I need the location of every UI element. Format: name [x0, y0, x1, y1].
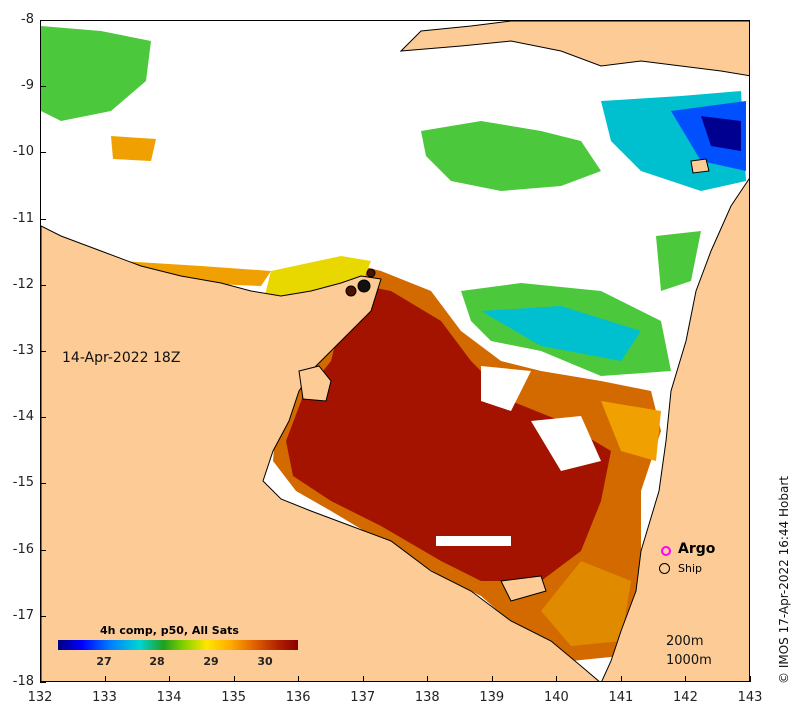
- x-tick-label: 132: [27, 690, 53, 705]
- x-tick-label: 136: [285, 690, 311, 705]
- legend-argo-label: Argo: [678, 541, 716, 557]
- y-tick-mark: [40, 284, 46, 286]
- x-tick-mark: [620, 676, 622, 682]
- x-tick-mark: [685, 676, 687, 682]
- y-tick-mark: [40, 549, 46, 551]
- x-tick-mark: [427, 676, 429, 682]
- x-tick-label: 142: [673, 690, 698, 705]
- ship-markers: [345, 268, 376, 297]
- y-tick-label: -9: [21, 78, 34, 94]
- land: [41, 21, 749, 681]
- x-tick-mark: [169, 676, 171, 682]
- x-tick-label: 138: [414, 690, 440, 705]
- colorbar-title: 4h comp, p50, All Sats: [100, 624, 239, 637]
- x-tick-mark: [491, 676, 493, 682]
- y-tick-mark: [40, 218, 46, 220]
- x-tick-label: 137: [350, 690, 376, 705]
- sst-map[interactable]: [41, 21, 750, 682]
- date-label: 14-Apr-2022 18Z: [62, 350, 181, 366]
- y-tick-label: -12: [12, 276, 34, 292]
- y-tick-mark: [40, 483, 46, 485]
- y-tick-mark: [40, 417, 46, 419]
- argo-marker-icon: [661, 546, 671, 556]
- colorbar-tick: 30: [257, 655, 273, 668]
- y-tick-label: -14: [12, 409, 34, 425]
- depth-label-1000: 1000m: [666, 653, 712, 668]
- ship-marker-icon: [659, 563, 670, 574]
- x-tick-label: 141: [608, 690, 634, 705]
- y-tick-label: -13: [12, 343, 34, 358]
- y-tick-label: -11: [12, 210, 34, 226]
- legend-ship-label: Ship: [678, 562, 702, 575]
- colorbar-tick: 27: [96, 655, 112, 668]
- y-tick-mark: [40, 682, 46, 683]
- y-tick-label: -16: [12, 541, 34, 557]
- x-tick-label: 140: [543, 690, 569, 705]
- x-tick-mark: [104, 676, 106, 682]
- x-tick-label: 139: [479, 690, 505, 705]
- y-tick-label: -15: [12, 475, 34, 491]
- colorbar: [58, 640, 298, 650]
- colorbar-tick: 28: [149, 655, 165, 668]
- y-tick-mark: [40, 20, 46, 21]
- credit-text: © IMOS 17-Apr-2022 16:44 Hobart: [777, 476, 791, 684]
- x-tick-label: 133: [92, 690, 117, 705]
- x-tick-mark: [233, 676, 235, 682]
- y-tick-label: -8: [21, 12, 34, 27]
- x-tick-mark: [750, 676, 751, 682]
- x-tick-mark: [556, 676, 558, 682]
- y-tick-mark: [40, 615, 46, 617]
- y-tick-mark: [40, 152, 46, 154]
- x-tick-mark: [298, 676, 300, 682]
- map-frame[interactable]: [40, 20, 750, 682]
- colorbar-tick: 29: [203, 655, 219, 668]
- x-tick-mark: [362, 676, 364, 682]
- depth-label-200: 200m: [666, 634, 704, 649]
- y-tick-label: -18: [12, 674, 34, 689]
- x-tick-label: 143: [737, 690, 763, 705]
- sst-field: [41, 26, 746, 661]
- x-tick-label: 134: [156, 690, 182, 705]
- y-tick-mark: [40, 351, 46, 352]
- y-tick-label: -17: [12, 607, 34, 623]
- x-tick-mark: [40, 676, 41, 682]
- x-tick-label: 135: [221, 690, 247, 705]
- y-tick-label: -10: [12, 144, 34, 160]
- y-tick-mark: [40, 86, 46, 88]
